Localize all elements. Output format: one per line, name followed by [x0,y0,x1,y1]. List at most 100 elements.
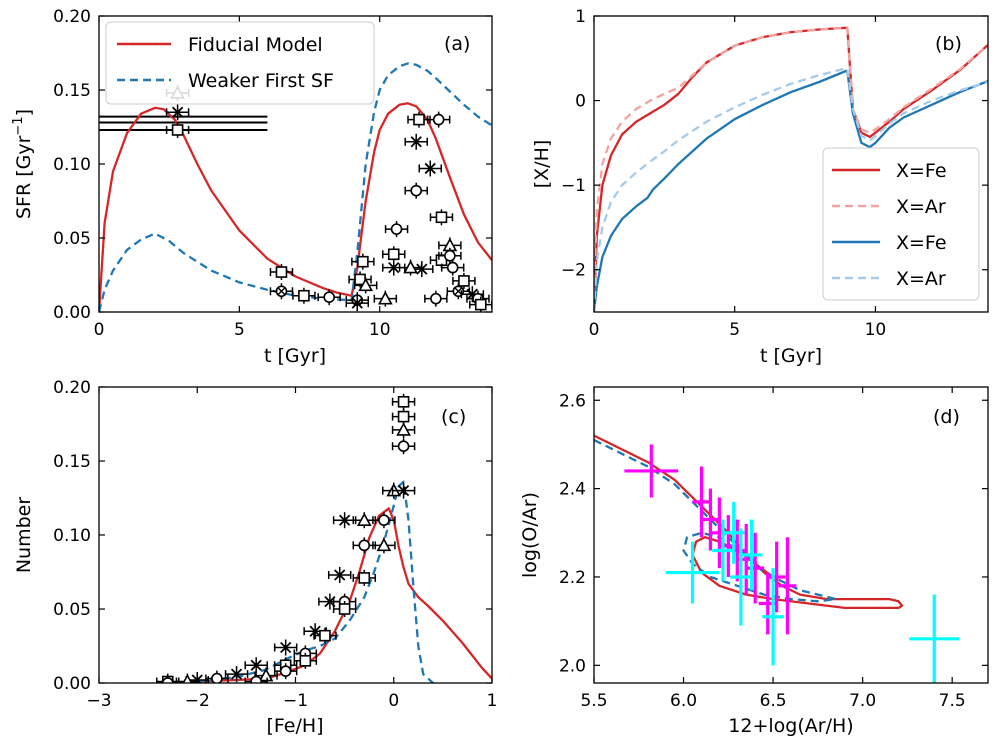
marker-circle [426,111,451,128]
panel-a: 0 5 10 0.00 0.05 0.10 0.15 0.20 (a) Fiducial Mo… [11,7,493,367]
marker-triangle [254,667,278,683]
panel-c: −3 −2 −1 0 10.000.050.100.150.20 (c) [Fe/H] … [13,378,497,737]
marker-triangle [398,259,423,276]
panel-a-label: (a) [444,33,470,55]
panel-c-ylabel: Number [13,497,35,574]
x-tick-label: 10 [865,320,887,340]
legend-label-weaker: Weaker First SF [188,70,334,92]
y-tick-label: 0.00 [53,303,91,323]
y-tick-label: 0.10 [53,526,91,546]
series-line-1 [594,26,988,296]
marker-triangle [353,277,378,294]
y-tick-label: 2.4 [559,480,586,500]
marker-x [273,639,298,656]
legend-label-fe-red: X=Fe [896,160,947,182]
x-tick-label: 0 [388,691,399,711]
y-tick-label: −1 [561,176,586,196]
errorbar-magenta [692,466,711,538]
marker-square [407,111,431,128]
panel-c-axes: −3 −2 −1 0 1 0.00 0.05 0.10 0.15 0.20 [53,378,497,711]
y-tick-label: 0.05 [53,229,91,249]
series-line-0 [594,26,988,312]
panel-d-ylabel: log(O/Ar) [519,492,541,578]
panel-d-label: (d) [933,406,960,428]
series-line-0 [99,102,492,312]
marker-square [313,627,337,644]
y-tick-label: 0.20 [53,378,91,398]
panel-b-plot-area [594,26,988,312]
errorbar-magenta [746,532,765,604]
y-tick-label: 2.2 [559,568,586,588]
errorbar-cyan [762,568,784,666]
legend-label-ar-red: X=Ar [896,196,946,218]
marker-circle [440,259,465,276]
panel-d-xlabel: 12+log(Ar/H) [728,715,853,737]
panel-d-frame [593,386,989,684]
panel-a-legend: Fiducial Model Weaker First SF [105,21,375,105]
series-line-2 [594,69,988,312]
x-tick-label: 6.5 [760,691,787,711]
plot-contents [99,62,492,312]
x-tick-label: −2 [185,691,210,711]
panel-d-axes: 5.5 6.0 6.5 7.0 7.5 2.0 2.2 2.4 2.6 [559,387,988,711]
errorbar-magenta [701,488,720,551]
marker-triangle [175,673,200,683]
marker-square [391,393,416,410]
panel-a-xlabel: t [Gyr] [264,345,326,367]
marker-square [429,209,454,226]
panel-b-xlabel: t [Gyr] [760,345,822,367]
errorbar-magenta [767,541,786,613]
panel-d-plot-area [594,434,960,683]
legend-label-ar-blue: X=Ar [896,268,946,290]
panel-d: 5.5 6.0 6.5 7.0 7.5 2.0 2.2 2.4 2.6 (d) 12+log(A… [519,386,989,737]
x-tick-label: 6.0 [670,691,697,711]
panel-c-plot-area [156,393,492,683]
panel-b-label: (b) [935,33,962,55]
series-line-3 [594,67,988,312]
marker-triangle [391,421,416,438]
y-tick-label: 2.6 [559,391,586,411]
panel-c-label: (c) [441,406,466,428]
panel-b-frame [593,15,989,313]
marker-circle [372,512,396,529]
marker-circle [391,438,416,455]
marker-x [404,133,428,150]
series-line-1 [99,62,492,312]
marker-circle-x [269,283,294,300]
panel-a-plot-area [99,62,492,312]
x-tick-label: 0 [589,320,600,340]
marker-circle [244,673,268,683]
marker-triangle [352,512,377,529]
panel-b-axes: 0 5 10 −2 −1 0 1 [561,7,988,340]
y-tick-label: 0.15 [53,81,91,101]
x-tick-label: 1 [487,691,498,711]
legend-box [822,147,980,301]
marker-square [452,272,476,289]
errorbar-cyan [909,594,960,683]
marker-circle [273,663,298,680]
marker-x [244,657,268,674]
marker-square [352,569,377,586]
panel-c-xlabel: [Fe/H] [266,715,323,737]
y-tick-label: 0.15 [53,452,91,472]
legend-label-fiducial: Fiducial Model [188,34,323,56]
marker-square [292,287,316,304]
plot-contents [594,434,960,683]
marker-circle [156,675,180,683]
x-tick-label: −3 [86,691,111,711]
panel-b-ylabel: [X/H] [531,140,553,189]
marker-square [332,601,357,617]
marker-x [391,482,416,499]
marker-square [391,408,416,425]
y-tick-label: 0 [575,92,586,112]
legend-box [105,21,375,105]
series-line-1 [157,480,434,683]
y-tick-label: 0.00 [53,674,91,694]
marker-circle [404,182,428,199]
errorbar-cyan [740,519,763,591]
x-tick-label: 5 [729,320,740,340]
y-tick-label: 2.0 [559,656,586,676]
errorbar-cyan [712,519,734,582]
x-tick-label: 0 [94,320,105,340]
